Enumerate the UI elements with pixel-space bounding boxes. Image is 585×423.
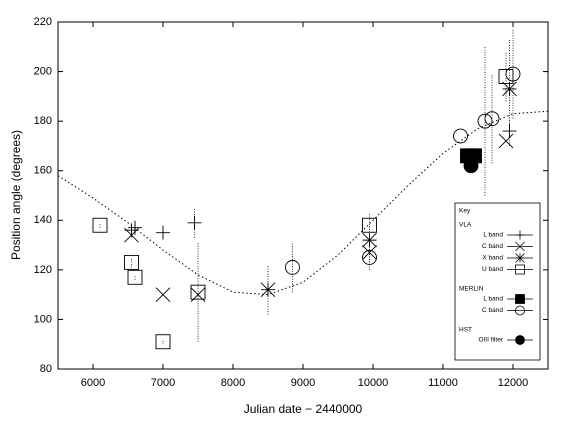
- legend-label: OIII filter: [478, 337, 503, 344]
- legend: Key VLA L band C band X band U band MERLIN L b…: [454, 202, 541, 361]
- legend-label: L band: [483, 296, 503, 303]
- data-point: [498, 69, 514, 84]
- legend-title: Key: [459, 208, 471, 215]
- data-point: [362, 232, 377, 248]
- data-point: [155, 334, 171, 350]
- legend-marker: [515, 335, 525, 345]
- legend-marker: [515, 294, 525, 304]
- data-point: [484, 111, 500, 127]
- y-tick-label: 220: [34, 16, 52, 28]
- data-point: [92, 217, 108, 233]
- x-tick-label: 12000: [498, 377, 529, 389]
- legend-group-title: HST: [459, 327, 472, 334]
- legend-group-title: MERLIN: [459, 286, 484, 293]
- legend-box: [454, 202, 541, 361]
- data-point: [190, 284, 206, 300]
- data-point: [156, 225, 170, 240]
- data-point: [260, 282, 276, 298]
- data-point: [127, 269, 143, 285]
- x-tick-label: 6000: [81, 377, 105, 389]
- legend-label: C band: [482, 307, 503, 314]
- x-tick-label: 7000: [151, 377, 175, 389]
- data-point: [128, 220, 142, 235]
- y-tick-label: 160: [34, 165, 52, 177]
- y-tick-label: 200: [34, 65, 52, 77]
- y-axis-label: Position angle (degrees): [9, 130, 23, 260]
- legend-group-title: VLA: [459, 222, 472, 229]
- data-point: [362, 217, 377, 233]
- x-tick-label: 8000: [221, 377, 245, 389]
- data-point: [505, 66, 521, 82]
- data-point: [498, 133, 514, 149]
- legend-marker: [515, 264, 525, 275]
- data-point: [362, 250, 377, 265]
- x-tick-label: 9000: [291, 377, 315, 389]
- y-tick-label: 180: [34, 115, 52, 127]
- x-tick-label: 10000: [358, 377, 389, 389]
- x-axis-label: Julian date − 2440000: [244, 402, 363, 416]
- data-point: [285, 259, 300, 275]
- data-point: [502, 81, 517, 97]
- legend-marker: [515, 253, 525, 263]
- legend-label: U band: [482, 266, 503, 273]
- data-point: [124, 254, 139, 270]
- legend-label: C band: [482, 243, 503, 250]
- y-tick-label: 140: [34, 214, 52, 226]
- legend-marker: [515, 305, 525, 316]
- legend-marker: [515, 241, 525, 252]
- data-point: [155, 287, 171, 302]
- data-point: [187, 215, 202, 230]
- data-point: [477, 113, 493, 129]
- y-tick-label: 120: [34, 264, 52, 276]
- data-point: [453, 128, 468, 144]
- y-tick-label: 80: [40, 363, 52, 375]
- data-point: [463, 158, 479, 174]
- legend-label: L band: [483, 232, 503, 239]
- legend-marker: [515, 230, 525, 240]
- data-point: [124, 227, 139, 243]
- x-tick-label: 11000: [428, 377, 458, 389]
- y-tick-label: 100: [34, 313, 52, 325]
- data-point: [362, 245, 377, 260]
- legend-label: X band: [482, 255, 503, 262]
